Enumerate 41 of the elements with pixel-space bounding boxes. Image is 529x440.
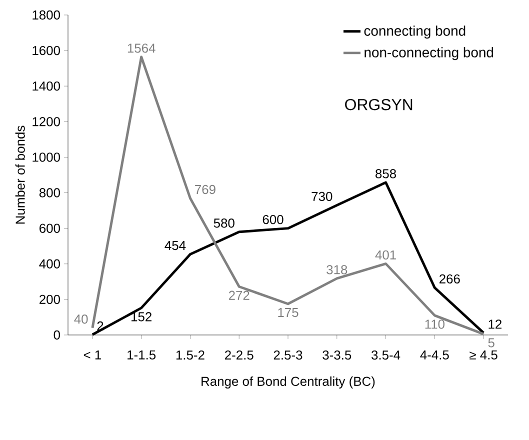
data-label: 401 <box>375 250 396 260</box>
data-label: 110 <box>425 320 444 329</box>
data-label: 40 <box>74 314 88 324</box>
x-tick-label: 3.5-4 <box>372 350 400 360</box>
x-tick-label: ≥ 4.5 <box>470 350 498 360</box>
legend-label: connecting bond <box>364 26 466 39</box>
data-label: 769 <box>195 184 216 194</box>
data-label: 175 <box>278 308 298 318</box>
data-label: 5 <box>488 338 494 348</box>
y-tick-label: 600 <box>40 224 60 233</box>
data-label: 600 <box>262 214 284 224</box>
x-tick-label: 3-3.5 <box>322 350 352 360</box>
data-label: 1564 <box>128 44 156 53</box>
y-tick-label: 400 <box>39 259 60 268</box>
y-tick-label: 1200 <box>32 117 60 126</box>
data-label: 12 <box>488 320 502 329</box>
y-tick-label: 1400 <box>32 82 60 91</box>
x-tick-label: 2.5-3 <box>274 350 302 360</box>
y-axis-title: Number of bonds <box>15 126 25 224</box>
data-label: 266 <box>440 274 460 284</box>
data-label: 152 <box>132 312 152 322</box>
x-tick-label: 4-4.5 <box>420 350 449 360</box>
y-tick-label: 1000 <box>32 152 60 162</box>
data-label: 730 <box>312 192 332 202</box>
x-tick-label: 1.5-2 <box>176 350 204 360</box>
legend-label: non-connecting bond <box>364 47 494 60</box>
data-label: 318 <box>326 265 348 274</box>
x-axis-title: Range of Bond Centrality (BC) <box>202 376 375 389</box>
data-label: 858 <box>376 169 396 178</box>
x-tick-label: < 1 <box>84 350 101 360</box>
x-tick-label: 2-2.5 <box>225 350 254 360</box>
y-tick-label: 200 <box>40 294 60 304</box>
y-tick-label: 0 <box>54 330 60 340</box>
data-label: 454 <box>164 241 186 250</box>
annotation: ORGSYN <box>345 98 412 110</box>
y-tick-label: 1600 <box>32 46 60 56</box>
x-tick-label: 1-1.5 <box>128 350 156 360</box>
data-label: 272 <box>228 290 250 300</box>
y-tick-label: 1800 <box>32 10 60 20</box>
y-tick-label: 800 <box>39 188 60 198</box>
data-label: 580 <box>214 218 234 228</box>
